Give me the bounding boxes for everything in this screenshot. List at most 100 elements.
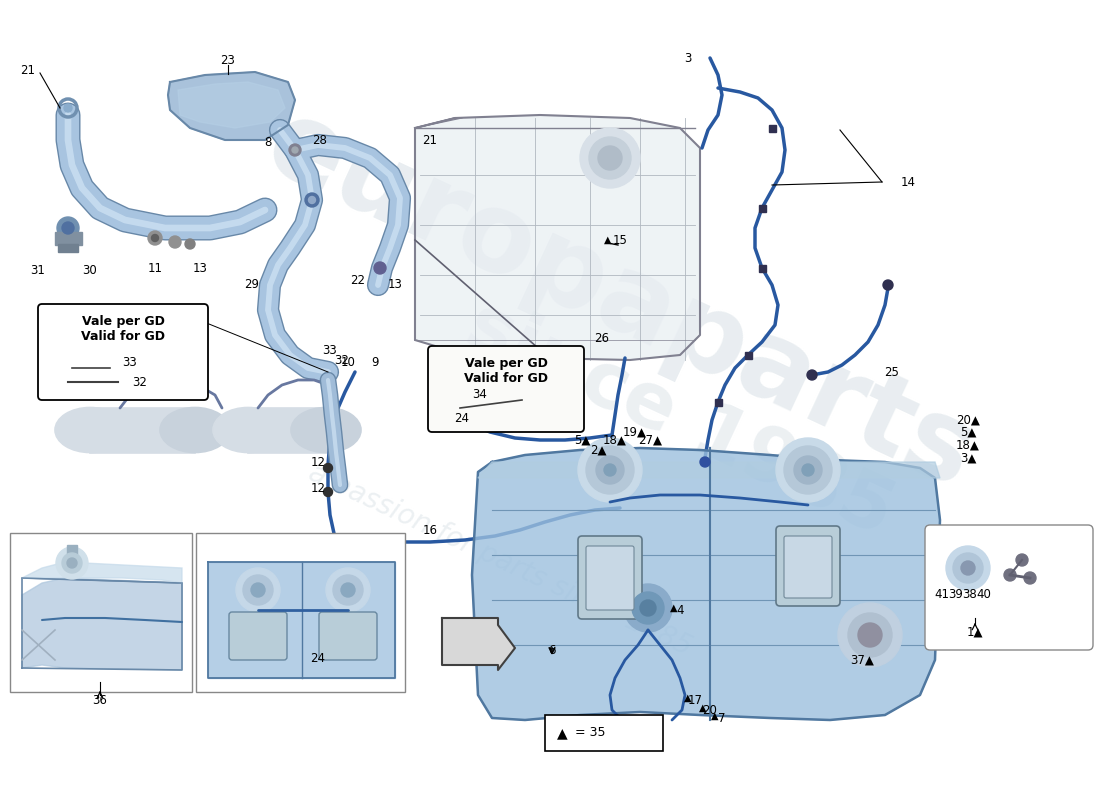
FancyBboxPatch shape [544,715,663,751]
Circle shape [67,558,77,568]
Text: 15: 15 [613,234,627,246]
Circle shape [68,364,76,372]
Text: ▲: ▲ [684,693,692,703]
FancyBboxPatch shape [784,536,832,598]
Text: 16: 16 [422,523,438,537]
Circle shape [1024,572,1036,584]
Text: Vale per GD: Vale per GD [464,358,548,370]
Text: 31: 31 [31,263,45,277]
Text: 39: 39 [948,589,964,602]
Circle shape [57,217,79,239]
Text: 18▲: 18▲ [956,438,980,451]
Text: 40: 40 [977,589,991,602]
Text: 25: 25 [884,366,900,378]
Text: 23: 23 [221,54,235,66]
Text: 29: 29 [244,278,260,291]
FancyBboxPatch shape [229,612,287,660]
Circle shape [152,234,158,242]
Circle shape [520,396,528,404]
Bar [759,265,766,271]
Polygon shape [178,82,285,128]
Text: 4: 4 [676,603,684,617]
Circle shape [596,456,624,484]
Text: europaparts: europaparts [249,89,991,511]
Circle shape [848,613,892,657]
Circle shape [961,561,975,575]
Text: 14: 14 [901,175,915,189]
Circle shape [341,583,355,597]
FancyBboxPatch shape [319,612,377,660]
Circle shape [1016,554,1028,566]
Circle shape [946,546,990,590]
Circle shape [333,575,363,605]
Bar [759,205,766,211]
Circle shape [700,457,710,467]
Circle shape [858,623,882,647]
Circle shape [374,262,386,274]
Polygon shape [58,244,78,252]
Circle shape [632,592,664,624]
Polygon shape [472,448,940,720]
Circle shape [243,575,273,605]
Polygon shape [442,618,515,670]
Circle shape [236,568,280,612]
Text: 32: 32 [133,375,147,389]
Text: 21: 21 [21,63,35,77]
Bar [248,408,326,453]
Text: 28: 28 [312,134,328,146]
Text: ▲: ▲ [557,726,568,740]
Bar [67,545,77,563]
Ellipse shape [160,407,230,453]
FancyBboxPatch shape [10,533,192,692]
Text: 27▲: 27▲ [638,434,662,446]
Text: 22: 22 [351,274,365,286]
Circle shape [598,146,622,170]
Circle shape [807,370,817,380]
Circle shape [62,376,74,388]
Circle shape [794,456,822,484]
Circle shape [56,547,88,579]
Circle shape [586,446,634,494]
Circle shape [1004,569,1016,581]
Circle shape [604,464,616,476]
Polygon shape [415,115,700,360]
Text: = 35: = 35 [574,726,605,739]
Circle shape [454,404,462,412]
Text: 30: 30 [82,263,98,277]
Circle shape [776,438,840,502]
Circle shape [323,463,332,473]
Text: 13: 13 [387,278,403,291]
Circle shape [883,280,893,290]
Circle shape [578,438,642,502]
Circle shape [624,584,672,632]
Circle shape [580,128,640,188]
Text: Valid for GD: Valid for GD [464,371,548,385]
Text: 13: 13 [192,262,208,274]
Polygon shape [208,562,395,678]
Circle shape [65,379,72,385]
Circle shape [802,464,814,476]
FancyBboxPatch shape [39,304,208,400]
Text: 3: 3 [684,51,692,65]
FancyBboxPatch shape [925,525,1093,650]
Text: 18▲: 18▲ [603,434,627,446]
Circle shape [640,600,656,616]
Text: 5▲: 5▲ [960,426,976,438]
Text: 9: 9 [372,355,378,369]
Text: 19▲: 19▲ [623,426,647,438]
Text: 41: 41 [935,589,949,602]
Circle shape [838,603,902,667]
Polygon shape [478,462,940,478]
Polygon shape [22,578,182,670]
Text: 38: 38 [962,589,978,602]
Text: 32: 32 [334,354,350,366]
Ellipse shape [55,407,125,453]
Text: Vale per GD: Vale per GD [81,315,164,329]
Text: ▲: ▲ [670,603,678,613]
Circle shape [148,231,162,245]
FancyBboxPatch shape [586,546,634,610]
Text: 6: 6 [548,643,556,657]
Text: 20: 20 [703,703,717,717]
Circle shape [292,147,298,153]
Polygon shape [22,562,182,583]
